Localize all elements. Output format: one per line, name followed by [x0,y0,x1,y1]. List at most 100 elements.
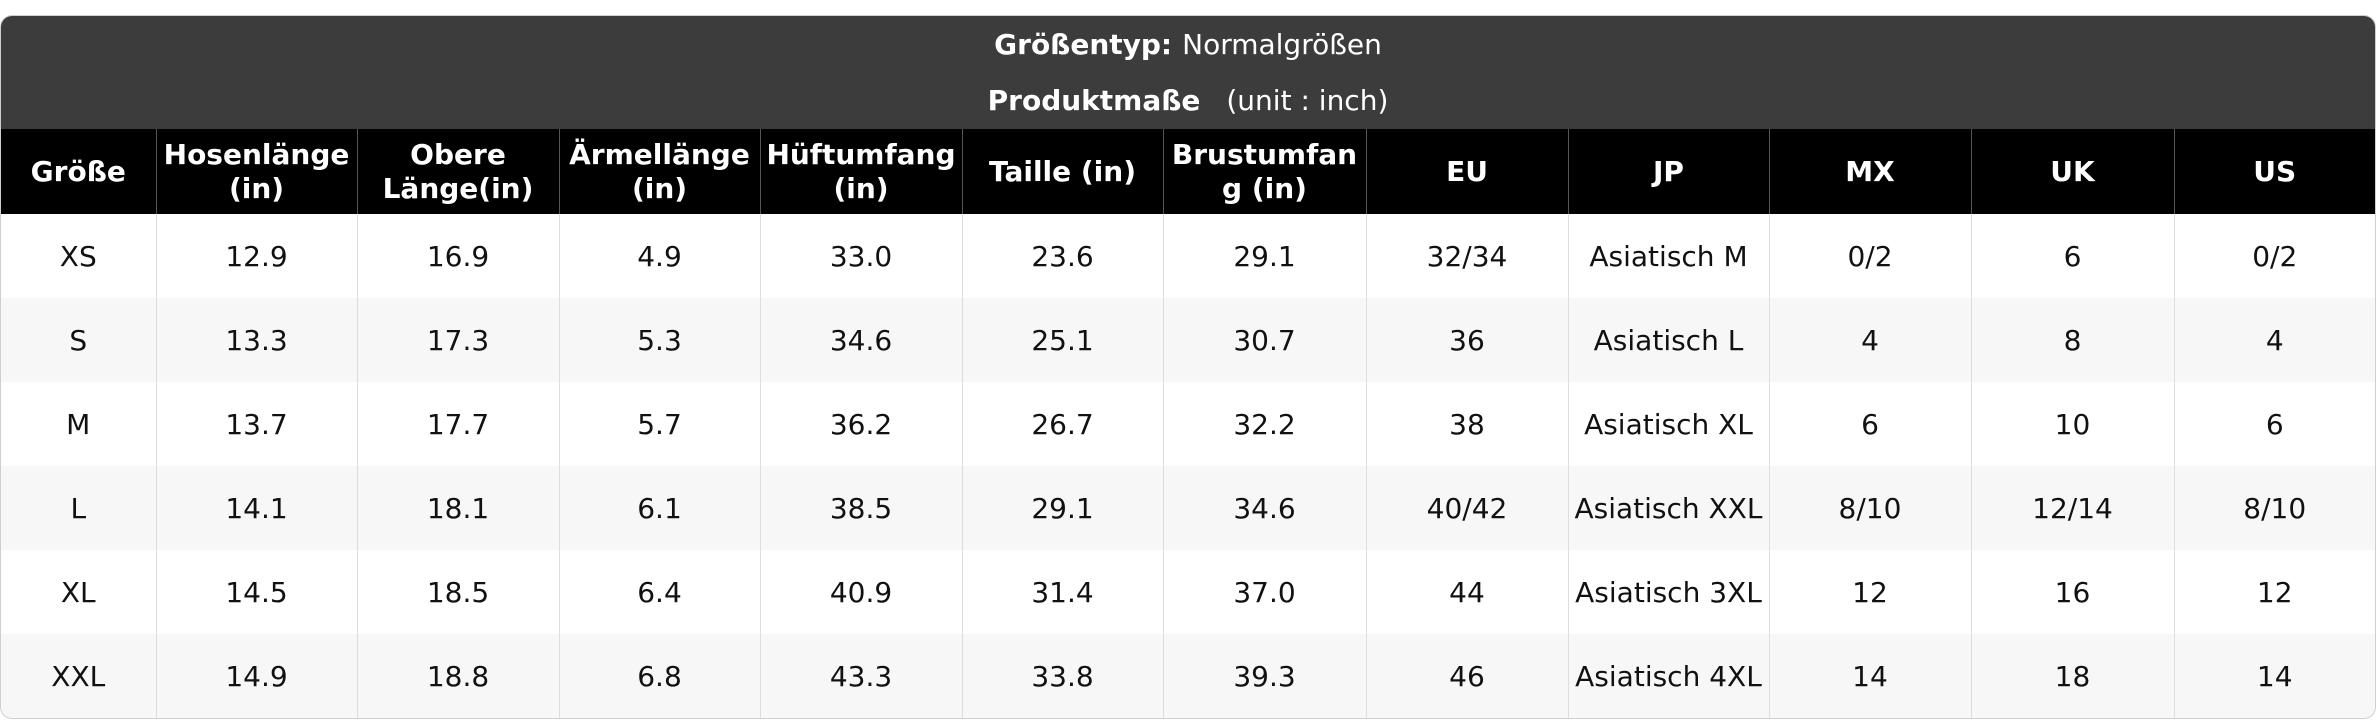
table-cell: 6.1 [558,466,760,550]
table-cell: 37.0 [1162,550,1366,634]
column-header: EU [1365,129,1568,214]
table-cell: 33.8 [961,634,1163,718]
table-cell: 36 [1365,298,1568,382]
header-row: Größe Hosenlänge (in) Obere Länge(in) Ärmel… [1,129,2375,214]
table-cell: 34.6 [759,298,962,382]
column-header: JP [1567,129,1769,214]
table-cell: 18.8 [356,634,559,718]
table-cell: 4 [2173,298,2375,382]
table-cell: 34.6 [1162,466,1366,550]
table-cell: 36.2 [759,382,962,466]
table-cell: 8/10 [1768,466,1971,550]
table-cell: 12 [2173,550,2375,634]
table-cell: Asiatisch XL [1567,382,1769,466]
table-cell: 43.3 [759,634,962,718]
table-cell: 0/2 [1768,214,1971,298]
table-cell: 13.7 [155,382,357,466]
table-cell: 8/10 [2173,466,2375,550]
table-cell: 6.8 [558,634,760,718]
table-cell: 6 [2173,382,2375,466]
table-row: M 13.7 17.7 5.7 36.2 26.7 32.2 38 Asiatisch XL 6 1… [1,382,2375,466]
column-header: Größe [1,129,156,214]
table-cell: 18.1 [356,466,559,550]
table-cell: 30.7 [1162,298,1366,382]
table-cell: Asiatisch XXL [1567,466,1769,550]
table-cell: 0/2 [2173,214,2375,298]
table-cell: L [1,466,156,550]
table-cell: 17.3 [356,298,559,382]
table-cell: 14.9 [155,634,357,718]
table-cell: Asiatisch 3XL [1567,550,1769,634]
table-cell: 5.7 [558,382,760,466]
size-type-value: Normalgrößen [1182,27,1382,61]
table-cell: 40/42 [1365,466,1568,550]
column-header: MX [1768,129,1971,214]
table-cell: 39.3 [1162,634,1366,718]
unit-label: (unit : inch) [1226,83,1389,117]
table-row: XS 12.9 16.9 4.9 33.0 23.6 29.1 32/34 Asiatisch … [1,214,2375,298]
table-cell: 14.5 [155,550,357,634]
table-cell: 26.7 [961,382,1163,466]
table-row: XL 14.5 18.5 6.4 40.9 31.4 37.0 44 Asiatisch 3XL… [1,550,2375,634]
table-cell: 5.3 [558,298,760,382]
measure-line: Produktmaße (unit : inch) [1,72,2375,128]
table-cell: 4.9 [558,214,760,298]
table-cell: XS [59,239,97,273]
table-cell: 33.0 [759,214,962,298]
table-cell: 16.9 [356,214,559,298]
size-type-label: Größentyp: [994,27,1173,61]
table-cell: 8 [1970,298,2174,382]
table-cell: 29.1 [1162,214,1366,298]
table-cell: 25.1 [961,298,1163,382]
table-cell: 40.9 [759,550,962,634]
table-cell: 6 [1970,214,2174,298]
table-cell: 32/34 [1365,214,1568,298]
table-row: L 14.1 18.1 6.1 38.5 29.1 34.6 40/42 Asiatisch X… [1,466,2375,550]
table-cell: 46 [1365,634,1568,718]
table-cell: XXL [1,634,156,718]
table-cell: 12/14 [1970,466,2174,550]
table-cell: 29.1 [961,466,1163,550]
table-cell: 16 [1970,550,2174,634]
table-cell: XL [60,575,96,609]
table-cell: 4 [1768,298,1971,382]
table-cell: 14.1 [155,466,357,550]
column-header: Obere Länge(in) [356,129,559,214]
column-header: Hüftumfang (in) [759,129,962,214]
table-cell: 12 [1768,550,1971,634]
table-cell: S [1,298,156,382]
chart-header: Größentyp: Normalgrößen Produktmaße (uni… [1,16,2375,129]
table-cell: 14 [1768,634,1971,718]
table-cell: 38 [1365,382,1568,466]
table-cell: 38.5 [759,466,962,550]
column-header: US [2173,129,2375,214]
table-cell: 23.6 [961,214,1163,298]
table-cell: 6 [1768,382,1971,466]
table-cell: 6.4 [558,550,760,634]
table-cell: 17.7 [356,382,559,466]
column-header: Ärmellänge(in) [558,129,760,214]
column-header: Taille (in) [961,129,1163,214]
size-type-line: Größentyp: Normalgrößen [1,16,2375,72]
table-cell: 13.3 [155,298,357,382]
column-header: Brustumfang (in) [1162,129,1366,214]
table-cell: Asiatisch L [1567,298,1769,382]
table-cell: M [66,407,91,441]
table-cell: 31.4 [961,550,1163,634]
table-cell: 32.2 [1162,382,1366,466]
table-cell: 14 [2173,634,2375,718]
table-cell: 18 [1970,634,2174,718]
size-table: Größe Hosenlänge (in) Obere Länge(in) Ärmel… [1,129,2375,718]
column-header: Hosenlänge (in) [155,129,357,214]
table-cell: Asiatisch M [1567,214,1769,298]
column-header: UK [1970,129,2174,214]
table-cell: Asiatisch 4XL [1567,634,1769,718]
size-chart: Größentyp: Normalgrößen Produktmaße (uni… [0,15,2376,719]
table-cell: 44 [1365,550,1568,634]
measure-label: Produktmaße [987,83,1201,117]
table-row: XXL 14.9 18.8 6.8 43.3 33.8 39.3 46 Asiatisch 4X… [1,634,2375,718]
table-cell: 10 [1970,382,2174,466]
table-cell: 12.9 [155,214,357,298]
